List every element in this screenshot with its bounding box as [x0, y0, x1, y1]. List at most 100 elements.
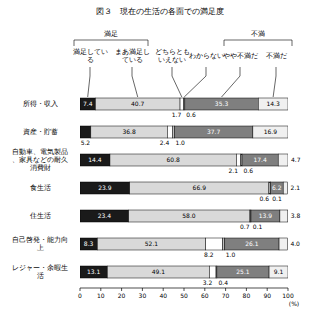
x-tick [225, 288, 226, 291]
data-label: 1.7 [172, 111, 182, 118]
x-axis-unit: (%) [289, 300, 299, 307]
bar-segment [279, 238, 287, 250]
bar-segment [80, 210, 129, 222]
bar-segment [91, 126, 168, 138]
legend-entry: 満足している [73, 48, 108, 64]
category-label: 自己啓発・能力向上 [12, 236, 68, 252]
bar-segment [180, 98, 184, 110]
data-label: 13.9 [259, 212, 273, 219]
bar-segment [172, 126, 174, 138]
bar-segment [223, 238, 225, 250]
data-label: 0.7 [240, 223, 250, 230]
data-label: 13.1 [87, 268, 101, 275]
legend-entry: やや不満だ [223, 52, 258, 60]
data-label: 14.3 [266, 100, 280, 107]
bar-segment [209, 266, 216, 278]
data-label: 40.7 [131, 100, 145, 107]
bar-segment [253, 126, 288, 138]
bar-segment [185, 98, 258, 110]
chart: 図３ 現在の生活の各面での満足度満足しているまあ満足しているどちらともいえないわ… [0, 0, 320, 320]
data-label: 0.1 [253, 223, 263, 230]
x-tick [142, 288, 143, 291]
data-label: 16.9 [264, 128, 278, 135]
data-label: 49.1 [152, 268, 166, 275]
data-label: 2.1 [229, 167, 239, 174]
data-labels: 7.440.71.70.635.314.35.236.82.41.037.716… [81, 100, 301, 286]
data-label: 1.0 [175, 139, 185, 146]
group-label: 不満 [251, 30, 265, 38]
leader-line [172, 67, 182, 97]
group-label: 満足 [104, 30, 118, 38]
data-label: 2.4 [160, 139, 170, 146]
data-label: 3.8 [291, 212, 301, 219]
x-tick-label: 40 [159, 292, 167, 299]
bar-segment [80, 126, 91, 138]
x-tick [267, 288, 268, 291]
leader-line [184, 67, 206, 97]
data-label: 60.8 [167, 156, 181, 163]
data-label: 3.2 [203, 279, 213, 286]
bar-segment [80, 182, 130, 194]
data-label: 66.9 [193, 184, 207, 191]
data-label: 26.1 [245, 240, 259, 247]
x-tick-label: 80 [243, 292, 251, 299]
data-label: 8.3 [84, 240, 94, 247]
category-label: 食生活 [30, 184, 51, 192]
bar-segment [283, 182, 287, 194]
data-label: 4.7 [291, 156, 301, 163]
data-label: 1.0 [226, 251, 236, 258]
data-label: 25.1 [236, 268, 250, 275]
x-tick [100, 288, 101, 291]
x-tick [288, 288, 289, 291]
bar-segment [236, 154, 240, 166]
data-label: 23.4 [98, 212, 112, 219]
leader-line [88, 67, 90, 97]
x-tick [204, 288, 205, 291]
bar-segment [258, 98, 288, 110]
data-label: 0.6 [186, 111, 196, 118]
x-tick-label: 70 [222, 292, 230, 299]
data-label: 17.4 [253, 156, 267, 163]
bar-segment [80, 98, 95, 110]
data-label: 2.1 [291, 184, 301, 191]
bar-segment [130, 182, 269, 194]
category-label: 自動車、電気製品、家具などの耐久消費財 [12, 148, 68, 172]
legend-entry: 不満だ [266, 52, 287, 60]
data-label: 37.7 [207, 128, 221, 135]
bar-segment [280, 210, 288, 222]
x-tick [163, 288, 164, 291]
bar-segment [95, 98, 180, 110]
x-tick [246, 288, 247, 291]
x-tick-label: 30 [139, 292, 147, 299]
bar-segment [97, 238, 205, 250]
data-label: 6.2 [272, 184, 282, 191]
data-label: 36.8 [122, 128, 136, 135]
x-tick-label: 20 [118, 292, 126, 299]
x-tick [121, 288, 122, 291]
legend-entry: わからない [189, 52, 224, 60]
x-tick-label: 50 [180, 292, 188, 299]
data-label: 58.0 [182, 212, 196, 219]
data-label: 35.3 [215, 100, 229, 107]
data-label: 4.0 [290, 240, 300, 247]
x-tick [80, 288, 81, 291]
data-label: 5.2 [81, 139, 91, 146]
bar-segment [107, 266, 209, 278]
group-bracket [74, 40, 148, 46]
bar-segment [80, 238, 97, 250]
bar-segment [80, 266, 107, 278]
data-label: 8.2 [204, 251, 214, 258]
leader-line [222, 67, 240, 97]
category-label: 資産・貯蓄 [23, 128, 58, 136]
bar-segment [217, 266, 269, 278]
bar-segment [129, 210, 250, 222]
bar-segment [225, 238, 279, 250]
category-label: 住生活 [29, 212, 51, 220]
bar-segment [242, 154, 278, 166]
leader-line [273, 67, 276, 97]
x-tick [184, 288, 185, 291]
data-label: 52.1 [145, 240, 159, 247]
bar-segment [167, 126, 172, 138]
legend-entry: どちらともいえない [155, 48, 190, 64]
bar-segment [80, 154, 110, 166]
